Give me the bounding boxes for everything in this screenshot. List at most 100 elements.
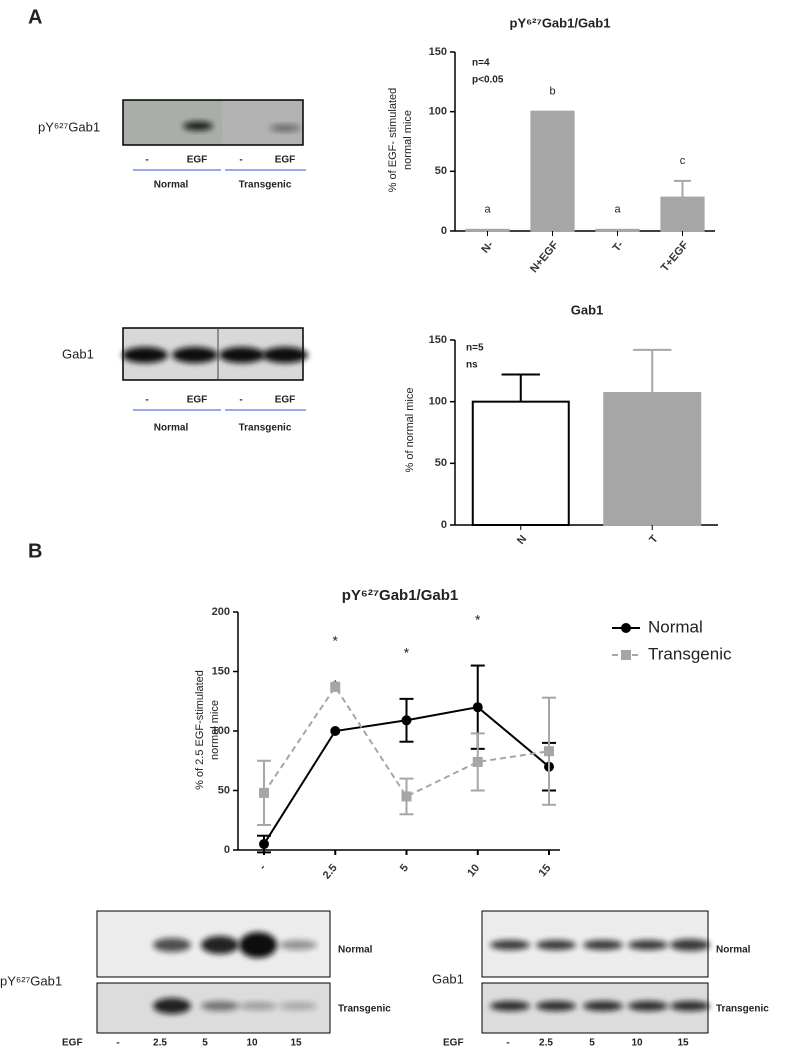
lane-label: 10 [631, 1038, 643, 1049]
blot-band [279, 1002, 317, 1010]
y-tick-label: 50 [435, 165, 447, 177]
lane-label: 15 [677, 1038, 689, 1049]
x-tick-label: 2.5 [321, 862, 340, 881]
y-axis-label: % of 2.5 EGF-stimulated [194, 670, 206, 790]
y-tick-label: 100 [429, 106, 447, 118]
egf-label: EGF [62, 1038, 83, 1049]
y-axis-label: % of EGF- stimulated [387, 88, 399, 193]
lane-label: - [145, 395, 148, 406]
egf-label: EGF [443, 1038, 464, 1049]
blot-band [219, 347, 265, 363]
blot-band [183, 121, 213, 131]
legend-marker [621, 650, 631, 660]
blot-band [628, 1001, 668, 1011]
point [472, 756, 483, 767]
y-axis-label: normal mice [402, 110, 414, 170]
group-label: Transgenic [239, 180, 292, 191]
lane-label: - [116, 1038, 119, 1049]
lane-label: EGF [187, 395, 208, 406]
significance-letter: a [614, 204, 621, 216]
blot-band [583, 1001, 623, 1011]
bar [471, 400, 570, 526]
lane-label: - [239, 155, 242, 166]
blot-band [670, 1001, 710, 1011]
significance-star: * [475, 611, 481, 627]
lane-label: EGF [275, 395, 296, 406]
blot-band [153, 938, 191, 952]
significance-star: * [404, 645, 410, 661]
annotation: n=4 [472, 58, 490, 69]
bar [603, 392, 702, 526]
annotation: n=5 [466, 343, 484, 354]
y-tick-label: 0 [224, 844, 230, 856]
blot-label: Gab1 [432, 971, 464, 986]
x-tick-label: T+EGF [659, 239, 691, 274]
group-label: Normal [154, 423, 189, 434]
blot-band [262, 347, 308, 363]
lane-label: 5 [589, 1038, 595, 1049]
panel-label: B [28, 540, 42, 562]
series-line [263, 685, 550, 798]
point [259, 787, 269, 798]
lane-label: 15 [290, 1038, 302, 1049]
chart-title: Gab1 [571, 302, 604, 317]
row-label: Transgenic [338, 1004, 391, 1015]
x-tick-label: 10 [465, 862, 482, 879]
x-tick-label: 5 [398, 862, 411, 874]
point [472, 702, 483, 713]
significance-letter: a [484, 204, 491, 216]
blot-label: pY⁶²⁷Gab1 [38, 119, 100, 134]
blot-frame [96, 982, 331, 1034]
point [330, 681, 341, 692]
lane-label: - [145, 155, 148, 166]
chart-title: pY⁶²⁷Gab1/Gab1 [510, 15, 611, 30]
x-tick-label: N- [479, 239, 496, 256]
blot-band [670, 939, 710, 951]
blot-band [201, 936, 239, 954]
legend-marker [621, 623, 631, 633]
x-tick-label: T- [611, 239, 627, 254]
y-axis-label: % of normal mice [404, 388, 416, 473]
blot-band [172, 347, 218, 363]
chart-title: pY⁶²⁷Gab1/Gab1 [342, 587, 458, 604]
lane-label: EGF [275, 155, 296, 166]
lane-label: EGF [187, 155, 208, 166]
blot-frame [96, 910, 331, 978]
y-tick-label: 100 [429, 396, 447, 408]
lane-label: 2.5 [539, 1038, 553, 1049]
x-tick-label: T [647, 533, 661, 546]
blot-band [628, 940, 668, 950]
lane-label: - [506, 1038, 509, 1049]
lane-label: 10 [246, 1038, 258, 1049]
blot-band [239, 1002, 277, 1010]
lane-label: 2.5 [153, 1038, 167, 1049]
y-tick-label: 0 [441, 519, 447, 531]
y-tick-label: 100 [212, 725, 230, 737]
point [330, 726, 341, 736]
blot-frame [481, 910, 709, 978]
blot-band [239, 932, 277, 958]
significance-star: * [333, 633, 339, 649]
blot-band [490, 1001, 530, 1011]
blot-band [122, 347, 168, 363]
blot-band [279, 940, 317, 950]
x-tick-label: 15 [536, 862, 553, 879]
y-tick-label: 150 [212, 665, 230, 677]
group-label: Normal [154, 180, 189, 191]
blot-band [270, 124, 300, 132]
point [259, 839, 269, 850]
row-label: Normal [716, 945, 751, 956]
point [401, 715, 412, 726]
row-label: Normal [338, 945, 373, 956]
legend-label: Transgenic [648, 644, 732, 663]
lane-label: - [239, 395, 242, 406]
y-axis-label: normal mice [209, 700, 221, 760]
blot-band [490, 940, 530, 950]
bar [530, 110, 575, 232]
y-tick-label: 150 [429, 46, 447, 58]
blot-band [536, 940, 576, 950]
significance-letter: b [549, 86, 555, 98]
lane-label: 5 [202, 1038, 208, 1049]
significance-letter: c [680, 155, 686, 167]
